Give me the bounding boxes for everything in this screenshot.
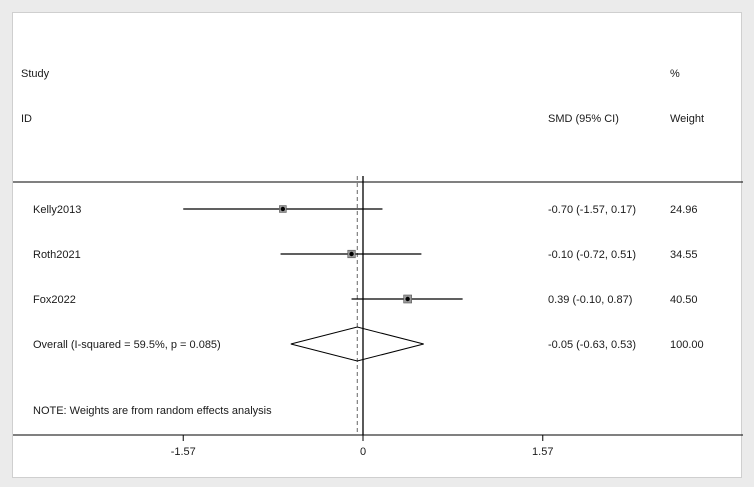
study-id-label: Fox2022 bbox=[33, 294, 76, 306]
x-tick-label: -1.57 bbox=[171, 446, 196, 458]
study-weight-text: 34.55 bbox=[670, 249, 698, 261]
overall-diamond bbox=[290, 326, 424, 362]
forest-marks: -1.57 0 1.57 Kelly2013 -0.70 (-1.57, 0.17) 24… bbox=[33, 176, 704, 458]
study-point-estimate bbox=[405, 296, 410, 302]
overall-ci-text: -0.05 (-0.63, 0.53) bbox=[548, 339, 636, 351]
study-header: Study bbox=[21, 68, 50, 80]
effect-header: SMD (95% CI) bbox=[548, 113, 619, 125]
study-id-label: Kelly2013 bbox=[33, 204, 81, 216]
study-weight-text: 40.50 bbox=[670, 294, 698, 306]
weight-header-label: Weight bbox=[670, 113, 704, 125]
study-point-estimate bbox=[280, 206, 286, 212]
x-tick-label: 1.57 bbox=[532, 446, 553, 458]
overall-weight-text: 100.00 bbox=[670, 339, 704, 351]
study-id-label: Roth2021 bbox=[33, 249, 81, 261]
study-weight-text: 24.96 bbox=[670, 204, 698, 216]
study-ci-text: 0.39 (-0.10, 0.87) bbox=[548, 294, 632, 306]
weights-note: NOTE: Weights are from random effects an… bbox=[33, 405, 272, 417]
study-ci-text: -0.70 (-1.57, 0.17) bbox=[548, 204, 636, 216]
weight-header-percent: % bbox=[670, 68, 680, 80]
forest-plot: Study ID SMD (95% CI) % Weight NOTE: Wei… bbox=[13, 68, 743, 458]
id-header: ID bbox=[21, 113, 32, 125]
study-point-estimate bbox=[349, 251, 354, 257]
x-tick-label: 0 bbox=[360, 446, 366, 458]
forest-plot-panel: Study ID SMD (95% CI) % Weight NOTE: Wei… bbox=[12, 12, 743, 478]
overall-label: Overall (I-squared = 59.5%, p = 0.085) bbox=[33, 339, 221, 351]
study-ci-text: -0.10 (-0.72, 0.51) bbox=[548, 249, 636, 261]
